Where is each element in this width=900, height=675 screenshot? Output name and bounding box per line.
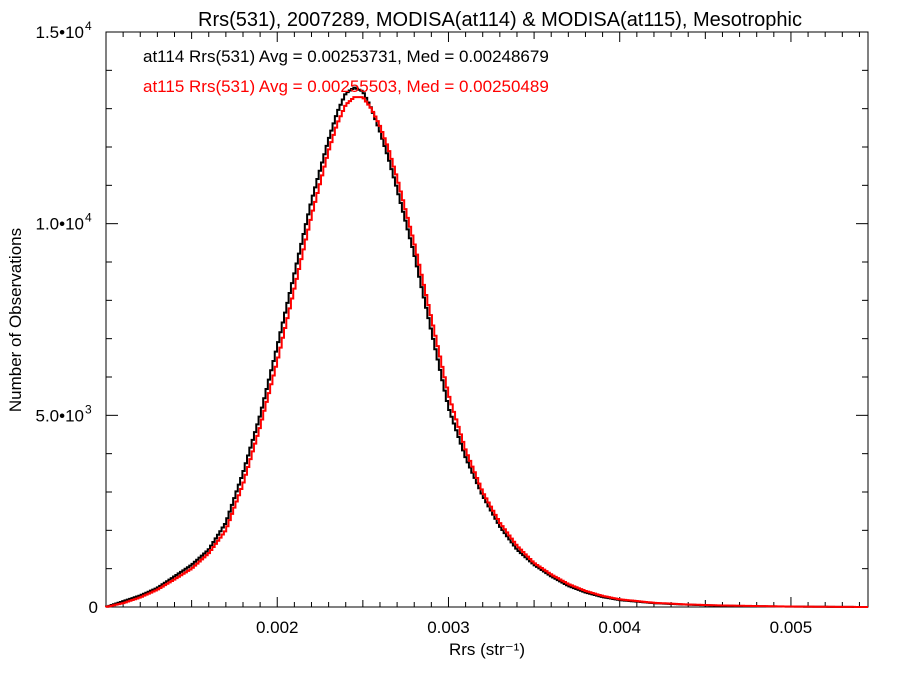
plot-frame (105, 31, 869, 608)
series-group (105, 86, 868, 608)
y-tick-exponent: 3 (85, 402, 92, 416)
y-axis-label: Number of Observations (6, 228, 25, 412)
y-tick-label: 0 (89, 598, 98, 617)
x-tick-label: 0.003 (427, 618, 470, 637)
annotation-at115: at115 Rrs(531) Avg = 0.00255503, Med = 0… (143, 77, 549, 96)
x-tick-label: 0.005 (770, 618, 813, 637)
y-tick-exponent: 4 (85, 19, 92, 33)
chart-title: Rrs(531), 2007289, MODISA(at114) & MODIS… (198, 9, 802, 31)
y-tick-label: 1.5•10 (36, 23, 85, 42)
y-axis-ticks: 05.0•10 31.0•10 41.5•10 4 (36, 19, 868, 617)
y-tick-label: 1.0•10 (36, 215, 85, 234)
x-axis-label: Rrs (str⁻¹) (449, 640, 525, 659)
series-line-0 (105, 86, 868, 608)
x-tick-label: 0.004 (598, 618, 641, 637)
y-tick-label: 5.0•10 (36, 406, 85, 425)
x-axis-ticks: 0.002 0.003 0.004 0.005 (122, 32, 860, 637)
annotation-at114: at114 Rrs(531) Avg = 0.00253731, Med = 0… (143, 47, 549, 66)
y-tick-exponent: 4 (85, 211, 92, 225)
series-line-1 (105, 96, 868, 608)
x-tick-label: 0.002 (256, 618, 299, 637)
